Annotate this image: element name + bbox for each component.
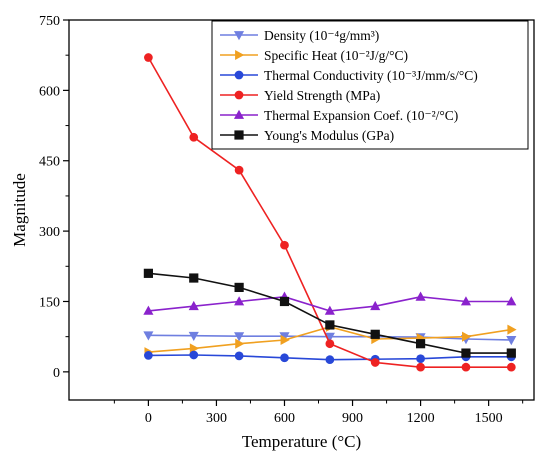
data-point: [188, 331, 199, 342]
data-point: [325, 320, 335, 330]
data-point: [234, 351, 244, 361]
data-point: [461, 348, 471, 358]
data-point: [189, 350, 199, 360]
y-tick-label: 750: [39, 14, 60, 29]
data-point: [507, 324, 517, 335]
data-point: [461, 362, 471, 372]
y-tick-label: 450: [39, 155, 60, 170]
data-point: [234, 165, 244, 175]
legend-box: [211, 20, 529, 150]
plot-frame: [68, 19, 535, 401]
data-point: [279, 296, 290, 307]
data-point: [234, 70, 244, 80]
plot-area: [143, 53, 517, 372]
data-point: [280, 353, 289, 363]
x-axis-title: Temperature (°C): [242, 432, 361, 451]
data-point: [235, 338, 245, 349]
data-point: [234, 130, 244, 140]
data-point: [143, 305, 154, 315]
data-point: [189, 132, 199, 142]
data-point: [416, 362, 425, 372]
y-tick-label: 0: [53, 366, 60, 381]
y-tick-label: 300: [39, 225, 60, 240]
data-point: [233, 109, 245, 119]
data-point: [234, 282, 244, 293]
data-point: [234, 90, 244, 100]
y-tick-label: 150: [39, 295, 60, 310]
legend-label: Thermal Expansion Coef. (10⁻²/°C): [264, 108, 458, 123]
legend: Density (10⁻⁴g/mm³) Specific Heat (10⁻²J/…: [211, 20, 529, 150]
data-point: [144, 351, 153, 360]
legend-item: Specific Heat (10⁻²J/g/°C): [220, 48, 408, 63]
data-point: [416, 354, 425, 364]
legend-item: Thermal Expansion Coef. (10⁻²/°C): [220, 108, 458, 123]
data-point: [462, 331, 472, 342]
data-point: [279, 332, 290, 342]
series-4: [143, 291, 517, 315]
data-point: [415, 291, 426, 301]
data-point: [235, 49, 245, 61]
data-point: [324, 332, 335, 342]
legend-label: Density (10⁻⁴g/mm³): [264, 28, 379, 43]
data-point: [280, 334, 290, 346]
data-point: [280, 240, 289, 250]
data-point: [324, 305, 335, 315]
data-point: [143, 268, 153, 278]
data-point: [370, 358, 380, 367]
data-point: [188, 300, 199, 311]
legend-label: Yield Strength (MPa): [264, 88, 380, 103]
y-axis-title: Magnitude: [10, 173, 29, 247]
data-point: [234, 296, 245, 306]
data-point: [506, 362, 516, 372]
data-point: [233, 31, 245, 41]
y-tick-label: 600: [39, 84, 60, 99]
x-tick-label: 1200: [407, 411, 435, 426]
axes: 0 300 600 900 1200 1500 0 150 300 450 600 750: [39, 14, 535, 426]
series-5: [143, 268, 516, 358]
x-tick-label: 300: [206, 411, 227, 426]
x-tick-label: 600: [274, 411, 295, 426]
data-point: [460, 296, 472, 306]
data-point: [506, 296, 517, 306]
data-point: [144, 53, 153, 62]
series-3: [144, 53, 516, 372]
data-point: [370, 300, 381, 311]
legend-label: Specific Heat (10⁻²J/g/°C): [264, 48, 408, 63]
data-point: [506, 348, 516, 358]
legend-item: Thermal Conductivity (10⁻³J/mm/s/°C): [220, 68, 478, 83]
legend-label: Young's Modulus (GPa): [264, 128, 394, 143]
x-tick-label: 1500: [475, 411, 503, 426]
legend-label: Thermal Conductivity (10⁻³J/mm/s/°C): [264, 68, 478, 83]
data-point: [415, 339, 426, 349]
x-tick-label: 0: [145, 411, 152, 426]
data-point: [325, 355, 335, 365]
data-point: [506, 336, 517, 346]
data-point: [325, 339, 335, 349]
legend-item: Yield Strength (MPa): [220, 88, 380, 103]
legend-item: Density (10⁻⁴g/mm³): [220, 28, 379, 43]
data-point: [143, 331, 154, 341]
legend-item: Young's Modulus (GPa): [220, 128, 394, 143]
x-tick-label: 900: [342, 411, 363, 426]
data-point: [189, 273, 199, 283]
data-point: [234, 332, 245, 342]
data-point: [370, 329, 380, 339]
